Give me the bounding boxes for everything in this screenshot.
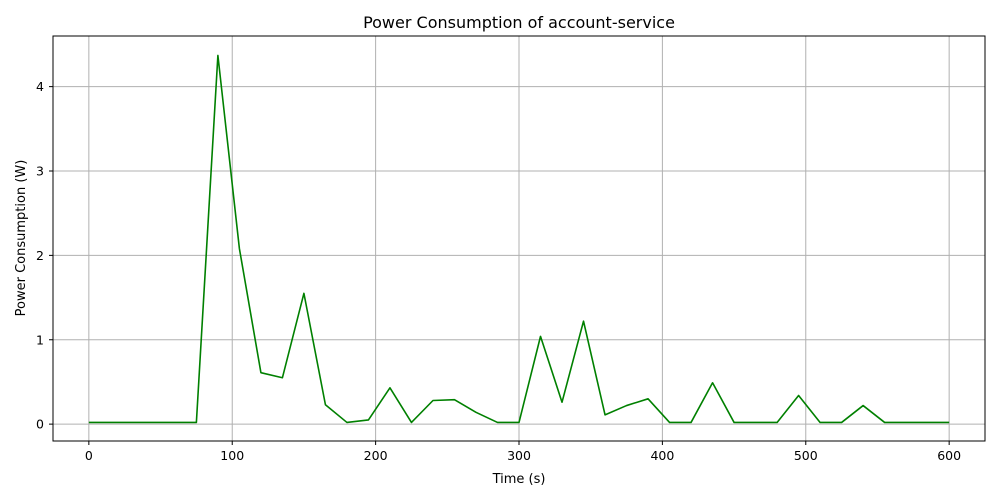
x-tick-label: 0 [85, 448, 93, 463]
y-tick-label: 2 [36, 248, 44, 263]
y-tick-label: 4 [36, 79, 44, 94]
x-tick-label: 300 [507, 448, 531, 463]
x-tick-label: 400 [650, 448, 674, 463]
series-line [88, 54, 950, 424]
x-tick-label: 200 [364, 448, 388, 463]
axis-ticks: 0 100 200 300 400 500 600 0 1 2 3 4 [36, 79, 961, 463]
y-axis-label: Power Consumption (W) [14, 160, 29, 317]
y-tick-label: 0 [36, 417, 44, 432]
grid-lines [53, 36, 985, 441]
x-tick-label: 100 [220, 448, 244, 463]
series-layer [88, 54, 950, 424]
x-tick-label: 600 [937, 448, 961, 463]
x-tick-label: 500 [794, 448, 818, 463]
x-axis-label: Time (s) [492, 472, 546, 487]
y-tick-label: 3 [36, 164, 44, 179]
chart-title: Power Consumption of account-service [363, 13, 675, 32]
y-tick-label: 1 [36, 332, 44, 347]
